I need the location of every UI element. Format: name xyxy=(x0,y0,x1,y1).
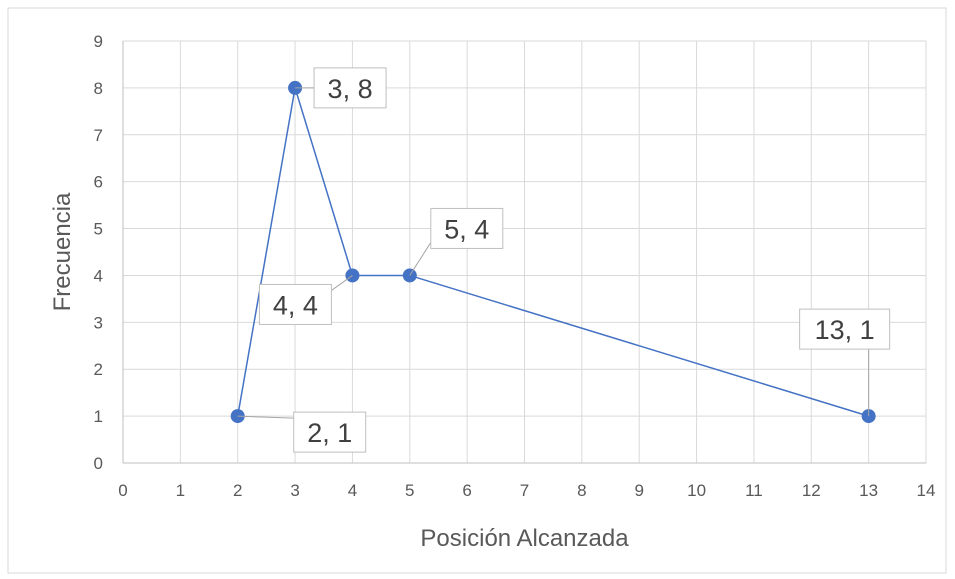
y-tick-label: 4 xyxy=(94,266,103,285)
data-labels: 2, 1 3, 8 4, 4 5, 4 13, 1 xyxy=(237,67,891,453)
x-tick-label: 0 xyxy=(118,481,127,500)
y-tick-label: 6 xyxy=(94,173,103,192)
x-tick-label: 5 xyxy=(405,481,414,500)
x-axis-title: Posición Alcanzada xyxy=(420,525,629,552)
y-tick-label: 5 xyxy=(94,220,103,239)
data-label-leader xyxy=(237,415,294,419)
data-label-box xyxy=(258,283,332,325)
x-tick-label: 6 xyxy=(462,481,471,500)
data-label-leader xyxy=(331,275,353,291)
y-axis-title: Frecuencia xyxy=(49,192,76,311)
data-label: 4, 4 xyxy=(273,290,318,320)
data-label-box xyxy=(799,308,891,350)
data-label: 5, 4 xyxy=(444,214,489,244)
x-tick-label: 1 xyxy=(176,481,185,500)
y-tick-label: 1 xyxy=(94,407,103,426)
axes xyxy=(122,41,926,464)
x-tick-label: 11 xyxy=(745,481,763,500)
x-tick-label: 12 xyxy=(802,481,821,500)
x-tick-label: 9 xyxy=(634,481,643,500)
y-tick-label: 7 xyxy=(94,126,103,145)
data-label-box xyxy=(430,207,504,249)
y-tick-label: 0 xyxy=(94,454,103,473)
x-tick-label: 13 xyxy=(859,481,878,500)
data-label-leader xyxy=(409,242,432,276)
x-tick-label: 8 xyxy=(577,481,586,500)
x-tick-label: 2 xyxy=(233,481,242,500)
data-label: 3, 8 xyxy=(328,74,373,104)
data-label-box xyxy=(293,411,367,453)
gridlines xyxy=(123,40,927,463)
y-tick-label: 3 xyxy=(94,313,103,332)
data-label: 13, 1 xyxy=(815,315,875,345)
x-tick-label: 3 xyxy=(290,481,299,500)
y-tick-label: 8 xyxy=(94,79,103,98)
y-tick-label: 2 xyxy=(94,360,103,379)
y-tick-label: 9 xyxy=(94,32,103,51)
data-label-box xyxy=(313,67,387,109)
x-tick-label: 10 xyxy=(687,481,706,500)
x-tick-label: 7 xyxy=(520,481,529,500)
x-tick-label: 4 xyxy=(348,481,357,500)
x-tick-label: 14 xyxy=(917,481,936,500)
data-label: 2, 1 xyxy=(307,418,352,448)
chart-frame xyxy=(7,7,947,574)
